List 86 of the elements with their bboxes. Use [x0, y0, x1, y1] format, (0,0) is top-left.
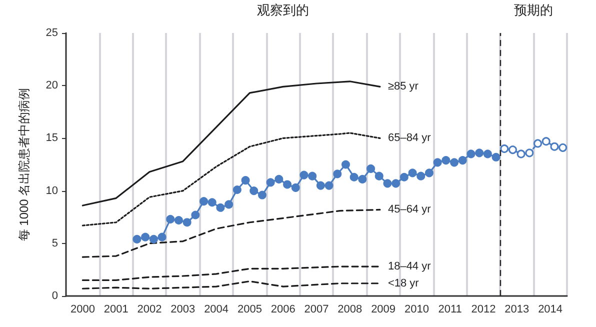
point [250, 186, 258, 196]
point [550, 142, 559, 151]
x-tick-label: 2011 [438, 304, 462, 316]
point [291, 183, 300, 192]
x-tick-label: 2007 [304, 304, 329, 316]
line-series [82, 266, 381, 282]
point [492, 152, 500, 162]
text: 观察到的 [257, 2, 310, 18]
point [200, 197, 208, 206]
y-tick-label: 25 [46, 27, 58, 39]
point [433, 158, 442, 167]
point [366, 164, 376, 173]
point [316, 181, 325, 190]
series-label: <18 yr [388, 277, 420, 290]
y-axis-title: 每 1000 名出院患者中的病例 [17, 88, 31, 242]
x-tick-label: 2012 [471, 304, 496, 316]
point [232, 186, 242, 194]
point [374, 172, 384, 180]
point [191, 210, 200, 220]
text: 预期的 [514, 2, 554, 18]
x-tick-label: 2006 [270, 304, 296, 316]
point [475, 148, 484, 158]
point [341, 160, 350, 169]
point [224, 200, 234, 209]
series-label: ≥85 yr [388, 80, 419, 93]
line-series [82, 280, 381, 290]
x-tick-label: 2002 [137, 304, 162, 316]
point [216, 203, 225, 212]
point [424, 168, 434, 178]
point [383, 179, 392, 188]
x-tick-label: 2008 [338, 304, 362, 316]
series-label: 45–64 yr [388, 204, 432, 216]
point [132, 234, 142, 244]
series-label: 65–84 yr [388, 132, 432, 144]
point [558, 143, 568, 152]
point [174, 216, 183, 225]
point [241, 176, 250, 185]
x-tick-label: 2010 [404, 304, 429, 316]
y-tick-label: 5 [52, 237, 58, 250]
point [534, 139, 542, 148]
point [466, 150, 476, 158]
x-tick-label: 2000 [70, 304, 95, 316]
point [508, 146, 517, 154]
point [141, 232, 150, 242]
line-series [82, 80, 381, 206]
point [166, 214, 175, 224]
y-tick-label: 10 [46, 184, 58, 197]
point [525, 148, 534, 158]
x-tick-label: 2014 [538, 304, 563, 316]
x-tick-label: 2003 [170, 304, 196, 316]
line-series [82, 208, 381, 258]
y-tick-label: 0 [52, 290, 58, 302]
point [258, 190, 266, 200]
point [266, 178, 275, 187]
x-tick-label: 2004 [204, 304, 229, 316]
point [274, 174, 284, 184]
point [458, 156, 467, 165]
x-tick-label: 2001 [104, 304, 128, 316]
point [182, 218, 192, 227]
point [483, 150, 492, 158]
point [542, 137, 550, 146]
point [333, 170, 342, 178]
point [324, 181, 334, 190]
x-tick-label: 2009 [371, 304, 396, 316]
x-tick-label: 2005 [237, 304, 262, 316]
y-tick-label: 15 [46, 132, 58, 144]
line-series [82, 132, 381, 226]
point [300, 170, 308, 180]
point [283, 180, 292, 189]
point [500, 144, 509, 153]
point [416, 172, 426, 180]
point [149, 234, 158, 244]
point [208, 198, 216, 207]
point [350, 172, 358, 182]
y-tick-label: 20 [46, 80, 58, 92]
point [392, 179, 400, 188]
x-tick-label: 2013 [504, 304, 530, 316]
point [450, 158, 459, 167]
point [516, 150, 526, 158]
point [158, 232, 166, 242]
point [408, 168, 417, 178]
point [308, 172, 317, 180]
point [400, 172, 408, 182]
point [358, 174, 367, 184]
series-label: 18–44 yr [388, 260, 432, 273]
point [442, 156, 450, 165]
